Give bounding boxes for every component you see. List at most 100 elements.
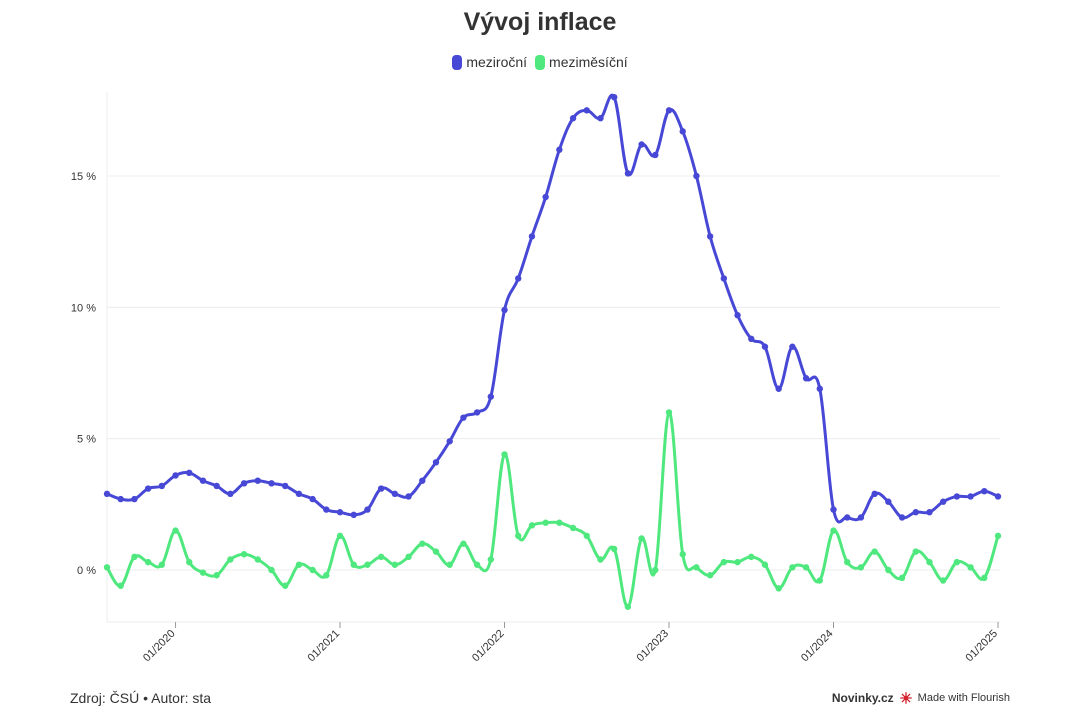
data-point-mom [994,532,1002,540]
data-point-yoy [282,482,289,490]
data-point-yoy [309,495,316,503]
legend-swatch-mom [535,54,546,70]
data-point-mom [665,409,673,416]
data-point-yoy [268,480,275,487]
data-point-yoy [377,485,385,492]
legend-label-mom: meziměsíční [549,54,628,70]
data-point-mom [939,577,947,584]
data-point-yoy [131,495,138,503]
data-point-yoy [665,107,673,114]
data-point-yoy [775,385,782,392]
data-point-mom [528,522,536,529]
data-point-yoy [871,490,878,498]
chart-source: Zdroj: ČSÚ • Autor: sta [70,690,212,706]
data-point-mom [172,527,179,534]
data-point-mom [117,582,124,589]
made-with-flourish[interactable]: Made with Flourish [917,692,1010,704]
data-point-mom [624,603,632,610]
data-point-yoy [117,495,124,503]
data-point-yoy [528,233,536,240]
legend-label-yoy: meziroční [466,54,528,70]
data-point-mom [830,527,837,534]
y-tick-label: 5 % [77,434,96,446]
data-point-mom [199,569,207,576]
data-point-yoy [542,193,549,201]
data-point-yoy [446,438,453,445]
data-point-yoy [802,375,810,382]
data-point-mom [295,561,303,568]
data-point-yoy [939,498,947,505]
y-tick-label: 10 % [71,302,96,314]
data-point-mom [638,535,645,542]
x-tick-label: 01/2023 [635,628,672,665]
data-point-yoy [898,514,906,521]
data-point-mom [268,566,275,574]
data-point-yoy [172,472,179,479]
data-point-mom [693,564,700,571]
data-point-mom [802,564,810,571]
data-point-mom [583,532,590,540]
data-point-mom [364,561,371,568]
data-point-yoy [391,490,399,498]
data-point-mom [460,540,467,547]
data-point-mom [597,556,604,563]
chart-title: Vývoj inflace [463,8,617,36]
data-point-mom [336,532,344,540]
data-point-yoy [473,409,481,416]
data-point-yoy [830,506,837,513]
data-point-yoy [419,477,426,484]
data-point-yoy [336,509,344,516]
data-point-yoy [254,477,261,484]
data-point-yoy [953,493,961,500]
data-point-yoy [734,312,741,319]
y-tick-label: 15 % [71,171,96,183]
data-point-yoy [227,490,234,498]
data-point-yoy [748,335,755,343]
data-point-yoy [761,343,769,350]
flourish-icon [899,692,912,704]
data-point-mom [912,548,919,555]
data-point-mom [761,561,769,568]
data-point-yoy [597,115,604,122]
data-point-mom [446,561,453,568]
data-point-yoy [460,414,467,421]
data-point-yoy [158,482,166,490]
legend-item-mom[interactable]: meziměsíční [535,54,628,70]
data-point-mom [926,558,933,566]
data-point-yoy [624,170,632,177]
data-point-mom [515,532,522,540]
legend-item-yoy[interactable]: meziroční [452,54,527,70]
data-point-mom [487,556,495,563]
data-point-yoy [981,488,988,495]
data-point-mom [679,551,686,558]
data-point-mom [775,585,782,592]
data-point-yoy [569,115,577,122]
data-point-mom [569,524,577,532]
data-point-mom [350,561,357,568]
data-point-mom [789,564,796,571]
data-point-mom [432,548,440,555]
data-point-yoy [405,493,412,500]
data-point-mom [652,566,659,574]
data-point-mom [556,519,563,526]
chart-legend: meziroční meziměsíční [0,54,1080,70]
data-point-yoy [240,480,248,487]
data-point-mom [816,577,823,584]
data-point-mom [734,558,741,566]
x-tick-label: 01/2025 [964,628,1001,665]
data-point-mom [158,561,166,568]
data-point-yoy [857,514,865,521]
data-point-yoy [144,485,152,492]
data-point-yoy [994,493,1002,500]
data-point-mom [473,561,481,568]
data-point-yoy [186,469,193,477]
data-point-mom [720,558,728,566]
brand-logo[interactable]: Novinky.cz [831,691,894,705]
data-point-yoy [885,498,892,505]
data-point-yoy [556,146,563,153]
data-point-mom [309,566,316,574]
data-point-yoy [912,509,919,516]
data-point-mom [282,582,289,589]
data-point-mom [103,564,111,571]
